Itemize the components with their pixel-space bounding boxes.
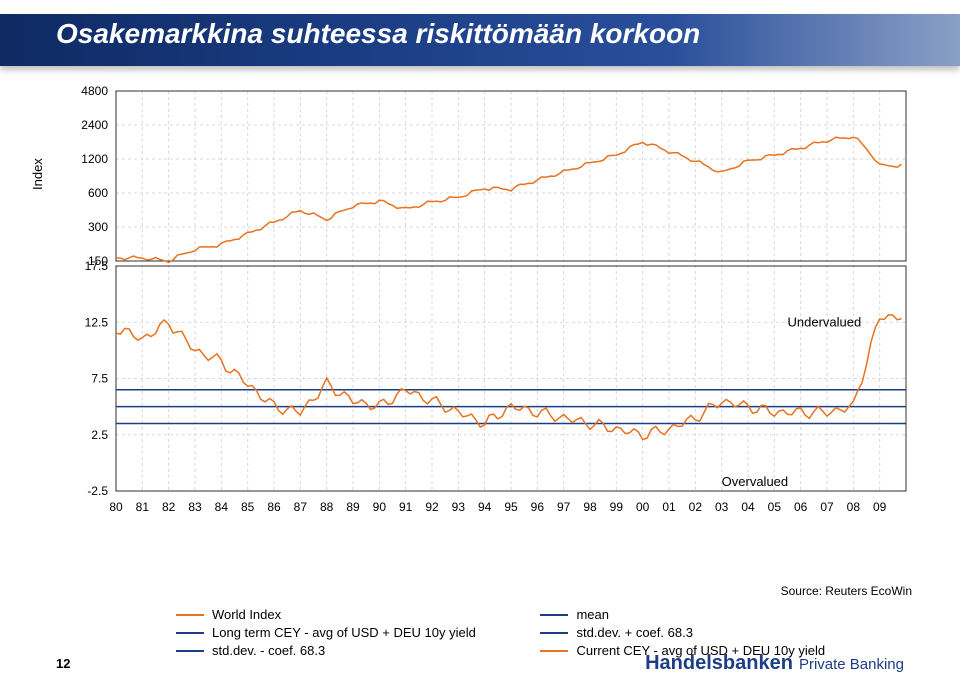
legend-swatch <box>176 650 204 652</box>
legend-item: World Index <box>176 606 536 624</box>
legend-item: Long term CEY - avg of USD + DEU 10y yie… <box>176 624 536 642</box>
legend-label: mean <box>576 606 609 624</box>
brand-logo: Handelsbanken Private Banking <box>645 652 904 675</box>
legend-swatch <box>176 614 204 616</box>
legend-swatch <box>540 650 568 652</box>
svg-text:2400: 2400 <box>81 118 108 132</box>
svg-text:96: 96 <box>531 500 545 514</box>
svg-text:82: 82 <box>162 500 176 514</box>
svg-text:600: 600 <box>88 186 108 200</box>
svg-text:1200: 1200 <box>81 152 108 166</box>
svg-text:81: 81 <box>136 500 150 514</box>
svg-text:300: 300 <box>88 220 108 234</box>
svg-text:94: 94 <box>478 500 492 514</box>
svg-text:85: 85 <box>241 500 255 514</box>
svg-text:09: 09 <box>873 500 887 514</box>
svg-text:95: 95 <box>504 500 518 514</box>
svg-text:88: 88 <box>320 500 334 514</box>
svg-text:04: 04 <box>741 500 755 514</box>
svg-text:07: 07 <box>820 500 834 514</box>
svg-text:92: 92 <box>425 500 439 514</box>
legend-swatch <box>540 632 568 634</box>
svg-text:17.5: 17.5 <box>85 259 109 273</box>
svg-text:87: 87 <box>294 500 308 514</box>
legend-swatch <box>176 632 204 634</box>
svg-text:03: 03 <box>715 500 729 514</box>
page-title: Osakemarkkina suhteessa riskittömään kor… <box>56 18 700 50</box>
svg-text:83: 83 <box>188 500 202 514</box>
svg-text:06: 06 <box>794 500 808 514</box>
y-axis-label: Index <box>30 158 45 190</box>
svg-text:97: 97 <box>557 500 571 514</box>
svg-text:90: 90 <box>373 500 387 514</box>
chart-svg: 80 81 82 83 84 85 86 87 88 89 90 91 92 93 94 95 96 97 98 99… <box>56 86 916 556</box>
legend-item: mean <box>540 606 920 624</box>
svg-text:99: 99 <box>610 500 624 514</box>
logo-sub: Private Banking <box>799 656 904 673</box>
svg-text:89: 89 <box>346 500 360 514</box>
svg-text:93: 93 <box>452 500 466 514</box>
svg-text:12.5: 12.5 <box>85 315 109 329</box>
svg-text:91: 91 <box>399 500 413 514</box>
legend-column-left: World IndexLong term CEY - avg of USD + … <box>176 606 536 660</box>
svg-text:01: 01 <box>662 500 676 514</box>
svg-text:98: 98 <box>583 500 597 514</box>
logo-main: Handelsbanken <box>645 652 793 675</box>
svg-text:2.5: 2.5 <box>91 428 108 442</box>
svg-text:84: 84 <box>215 500 229 514</box>
page-number: 12 <box>56 656 70 671</box>
svg-text:Undervalued: Undervalued <box>788 314 862 329</box>
svg-text:08: 08 <box>847 500 861 514</box>
svg-text:Overvalued: Overvalued <box>722 474 788 489</box>
svg-text:4800: 4800 <box>81 86 108 98</box>
svg-text:-2.5: -2.5 <box>87 484 108 498</box>
legend-label: Long term CEY - avg of USD + DEU 10y yie… <box>212 624 476 642</box>
svg-text:7.5: 7.5 <box>91 372 108 386</box>
source-text: Source: Reuters EcoWin <box>781 584 912 598</box>
legend-label: std.dev. + coef. 68.3 <box>576 624 692 642</box>
chart-container: 80 81 82 83 84 85 86 87 88 89 90 91 92 93 94 95 96 97 98 99… <box>56 86 916 556</box>
svg-text:80: 80 <box>109 500 123 514</box>
legend-swatch <box>540 614 568 616</box>
legend-item: std.dev. - coef. 68.3 <box>176 642 536 660</box>
legend-label: World Index <box>212 606 281 624</box>
svg-text:86: 86 <box>267 500 281 514</box>
legend-item: std.dev. + coef. 68.3 <box>540 624 920 642</box>
svg-text:00: 00 <box>636 500 650 514</box>
legend-label: std.dev. - coef. 68.3 <box>212 642 325 660</box>
svg-text:05: 05 <box>768 500 782 514</box>
svg-text:02: 02 <box>689 500 703 514</box>
